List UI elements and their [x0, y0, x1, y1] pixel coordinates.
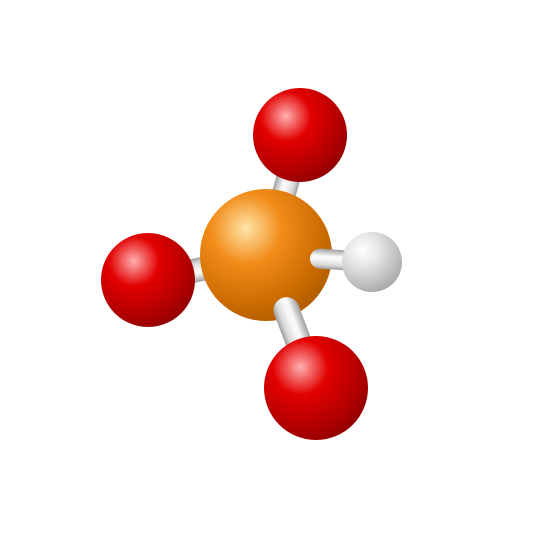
atom-o-o_top	[253, 88, 347, 182]
atom-o-o_bot	[264, 336, 368, 440]
atom-h-h	[342, 232, 402, 292]
molecule-scene	[0, 0, 549, 533]
atom-o-o_left	[101, 233, 195, 327]
